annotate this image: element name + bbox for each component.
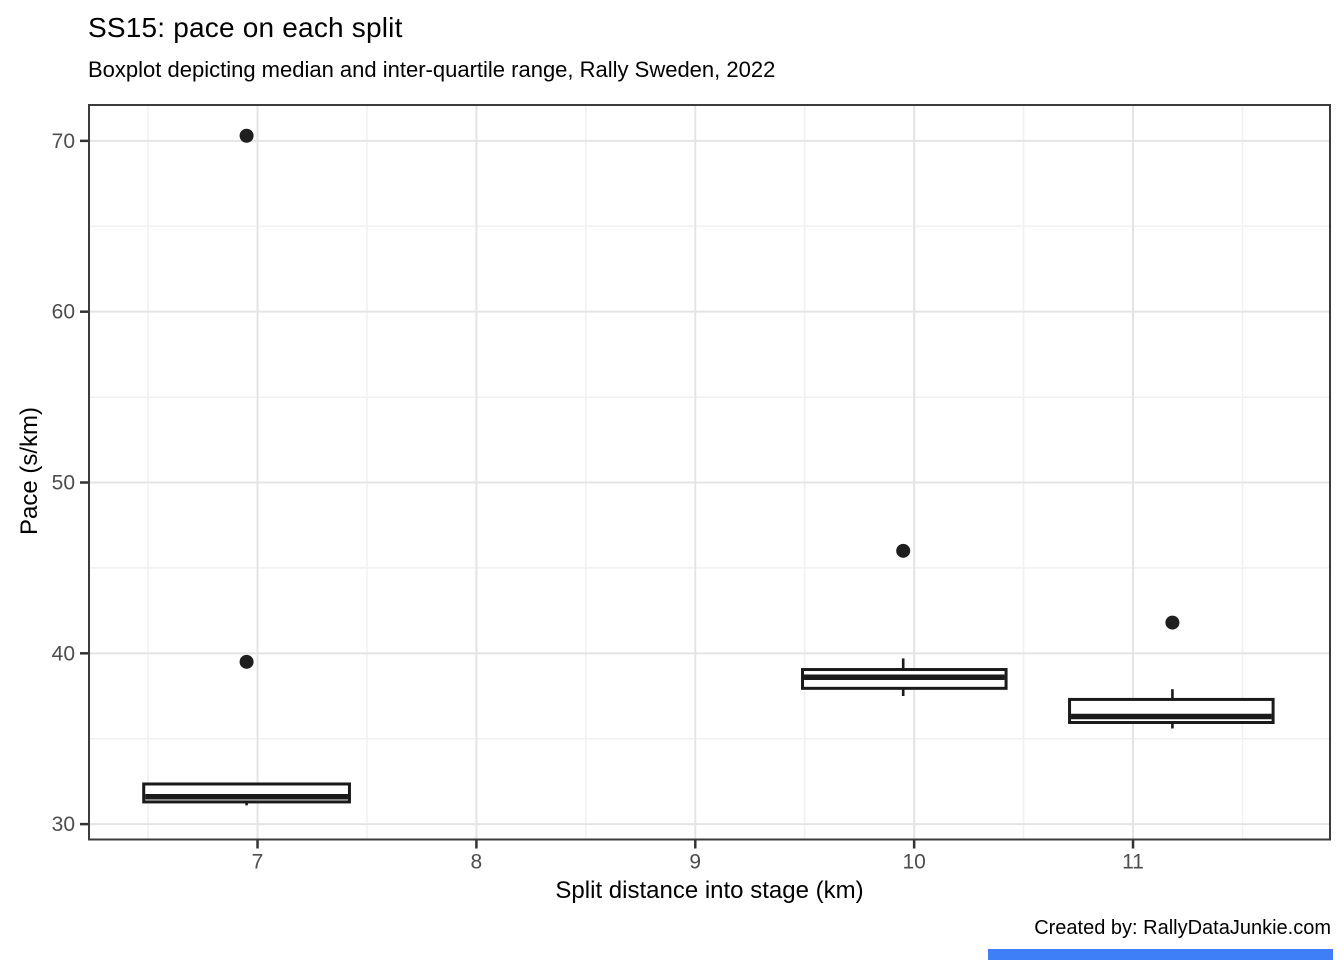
chart-subtitle: Boxplot depicting median and inter-quart… <box>88 57 776 82</box>
outlier-point <box>239 654 254 669</box>
panel-background <box>89 105 1330 840</box>
x-tick-label: 8 <box>471 851 483 874</box>
y-tick-label: 60 <box>52 301 75 324</box>
x-tick-label: 10 <box>902 851 925 874</box>
outlier-point <box>1165 615 1180 630</box>
bottom-accent-bar <box>988 949 1333 960</box>
panel-border <box>88 104 1331 841</box>
x-tick-label: 11 <box>1122 851 1144 874</box>
y-axis-title: Pace (s/km) <box>16 406 43 536</box>
y-tick-label: 40 <box>52 642 75 665</box>
chart-title: SS15: pace on each split <box>88 12 403 43</box>
caption-text: Created by: RallyDataJunkie.com <box>1034 917 1331 939</box>
x-axis-title: Split distance into stage (km) <box>555 877 864 904</box>
y-tick-label: 70 <box>52 130 75 153</box>
y-tick-label: 30 <box>52 813 75 836</box>
outlier-point <box>239 128 254 143</box>
y-tick-label: 50 <box>52 471 75 494</box>
outlier-point <box>896 543 911 558</box>
x-tick-label: 9 <box>689 851 701 874</box>
x-tick-label: 7 <box>252 851 264 874</box>
